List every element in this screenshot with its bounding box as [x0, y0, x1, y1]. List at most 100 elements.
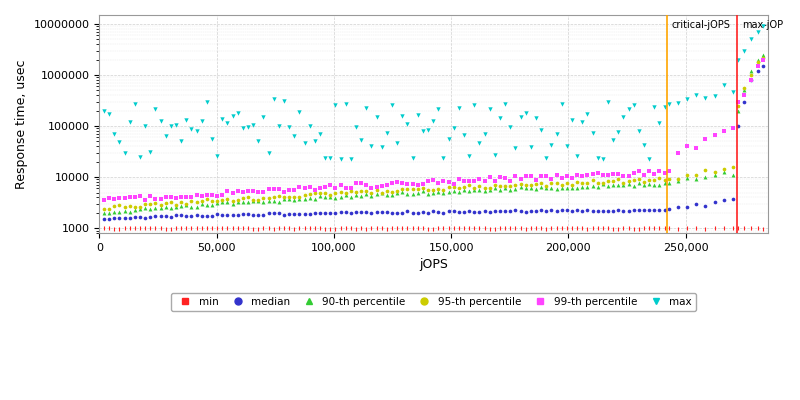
- 99-th percentile: [298, 185, 311, 192]
- 95-th percentile: [298, 192, 311, 198]
- max: [118, 150, 131, 156]
- max: [638, 142, 650, 148]
- 99-th percentile: [293, 184, 306, 190]
- 95-th percentile: [745, 72, 758, 78]
- min: [462, 225, 475, 232]
- 99-th percentile: [252, 189, 265, 195]
- 99-th percentile: [237, 189, 250, 195]
- max: [633, 128, 646, 134]
- 95-th percentile: [726, 164, 739, 170]
- max: [190, 128, 203, 134]
- max: [591, 155, 604, 161]
- 90-th percentile: [282, 196, 295, 202]
- 95-th percentile: [221, 196, 234, 202]
- 90-th percentile: [498, 185, 511, 191]
- 90-th percentile: [658, 180, 671, 186]
- 90-th percentile: [154, 205, 167, 211]
- median: [113, 215, 126, 222]
- 90-th percentile: [252, 197, 265, 204]
- 95-th percentile: [504, 183, 517, 189]
- median: [180, 213, 193, 220]
- min: [633, 226, 646, 232]
- min: [581, 226, 594, 232]
- 90-th percentile: [334, 194, 347, 200]
- 90-th percentile: [690, 176, 703, 182]
- 95-th percentile: [201, 196, 214, 203]
- 99-th percentile: [690, 145, 703, 152]
- min: [262, 224, 275, 231]
- median: [483, 208, 496, 215]
- min: [360, 226, 373, 232]
- median: [242, 211, 254, 217]
- min: [273, 225, 286, 232]
- 90-th percentile: [180, 202, 193, 208]
- 95-th percentile: [309, 190, 322, 196]
- 90-th percentile: [159, 204, 172, 210]
- min: [206, 225, 218, 231]
- median: [432, 209, 445, 215]
- 90-th percentile: [257, 199, 270, 206]
- median: [246, 212, 259, 218]
- median: [231, 212, 244, 218]
- median: [745, 77, 758, 83]
- 90-th percentile: [324, 194, 337, 200]
- max: [757, 23, 770, 30]
- max: [494, 114, 506, 121]
- 99-th percentile: [417, 181, 430, 188]
- min: [288, 226, 301, 232]
- max: [334, 156, 347, 162]
- min: [566, 225, 578, 231]
- min: [561, 225, 574, 231]
- 90-th percentile: [622, 181, 635, 188]
- min: [411, 225, 424, 232]
- max: [732, 56, 745, 63]
- max: [210, 153, 223, 160]
- max: [149, 106, 162, 112]
- 99-th percentile: [324, 182, 337, 188]
- 95-th percentile: [165, 198, 178, 205]
- median: [129, 214, 142, 221]
- 90-th percentile: [519, 185, 532, 192]
- max: [447, 125, 460, 131]
- median: [144, 213, 157, 220]
- max: [288, 133, 301, 139]
- 90-th percentile: [350, 192, 362, 198]
- max: [534, 127, 547, 134]
- 99-th percentile: [473, 176, 486, 182]
- min: [118, 225, 131, 231]
- 99-th percentile: [708, 132, 721, 138]
- 95-th percentile: [293, 194, 306, 200]
- min: [210, 225, 223, 232]
- 99-th percentile: [370, 184, 383, 190]
- min: [447, 224, 460, 231]
- 95-th percentile: [597, 179, 610, 186]
- 95-th percentile: [303, 190, 316, 197]
- min: [216, 225, 229, 232]
- 95-th percentile: [509, 182, 522, 188]
- max: [226, 112, 239, 119]
- 90-th percentile: [525, 185, 538, 192]
- 95-th percentile: [411, 185, 424, 192]
- max: [370, 114, 383, 120]
- median: [303, 210, 316, 217]
- 99-th percentile: [432, 180, 445, 186]
- max: [154, 117, 167, 124]
- 99-th percentile: [390, 179, 403, 185]
- 95-th percentile: [690, 171, 703, 178]
- 99-th percentile: [303, 184, 316, 190]
- 95-th percentile: [417, 184, 430, 191]
- median: [401, 208, 414, 214]
- 95-th percentile: [401, 186, 414, 192]
- 90-th percentile: [745, 68, 758, 74]
- max: [602, 98, 614, 105]
- max: [570, 153, 583, 159]
- min: [642, 225, 655, 231]
- 90-th percentile: [726, 172, 739, 178]
- max: [489, 152, 502, 158]
- 95-th percentile: [406, 186, 419, 192]
- min: [102, 225, 115, 232]
- 99-th percentile: [375, 182, 388, 189]
- 95-th percentile: [642, 177, 655, 183]
- min: [246, 226, 259, 232]
- 90-th percentile: [606, 182, 619, 188]
